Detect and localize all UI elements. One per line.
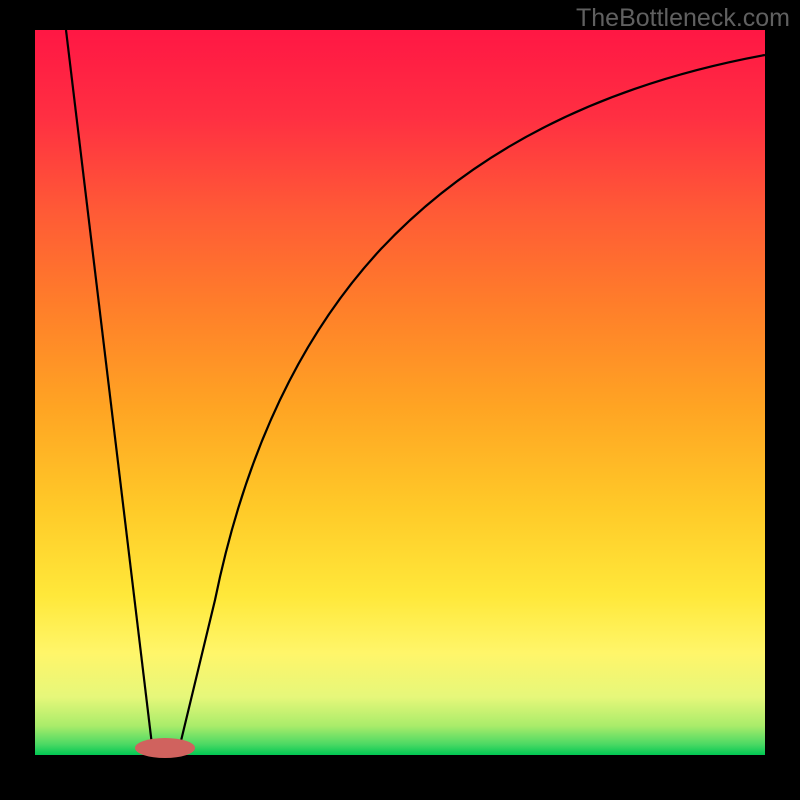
minimum-marker <box>135 738 195 758</box>
watermark-text: TheBottleneck.com <box>576 4 790 33</box>
plot-background <box>35 30 765 755</box>
chart-container: TheBottleneck.com <box>0 0 800 800</box>
chart-svg <box>0 0 800 800</box>
